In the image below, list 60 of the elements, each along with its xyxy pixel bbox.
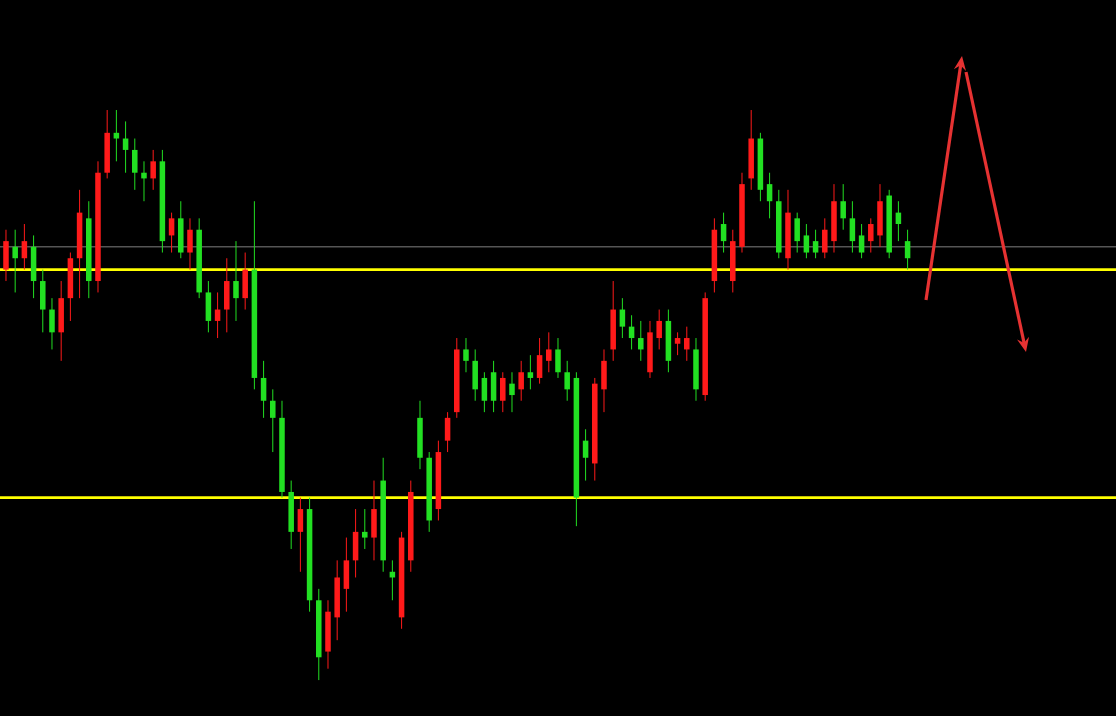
- candlestick: [3, 229, 9, 282]
- candlestick: [168, 212, 175, 254]
- candlestick: [224, 257, 230, 333]
- candlestick: [500, 371, 506, 413]
- candlestick: [343, 537, 350, 613]
- candlestick: [260, 360, 267, 419]
- candlestick: [371, 480, 377, 561]
- candlestick: [288, 480, 294, 550]
- candlestick: [463, 337, 469, 373]
- candlestick: [49, 297, 55, 350]
- candlestick: [270, 388, 276, 453]
- candlestick: [794, 212, 800, 254]
- candlestick: [178, 200, 184, 259]
- candlestick: [536, 337, 543, 385]
- candlestick: [58, 280, 64, 362]
- candlestick: [766, 172, 773, 219]
- candlestick: [785, 189, 791, 271]
- candlestick: [67, 252, 74, 322]
- candlestick: [582, 428, 589, 482]
- candlestick: [297, 497, 304, 573]
- candlestick: [638, 320, 644, 362]
- candlestick: [242, 252, 248, 311]
- candlestick: [904, 229, 911, 271]
- candlestick: [748, 109, 754, 191]
- candlestick: [546, 331, 552, 373]
- candlestick: [665, 309, 672, 373]
- candlestick: [233, 240, 239, 322]
- candlestick: [104, 109, 110, 179]
- candlestick: [564, 360, 570, 402]
- candlestick: [849, 200, 856, 254]
- candlestick: [40, 269, 46, 333]
- candlestick: [840, 183, 846, 231]
- candlestick: [362, 508, 368, 550]
- candlestick: [693, 337, 699, 402]
- candlestick: [150, 149, 156, 191]
- candlestick: [132, 138, 138, 191]
- candlestick: [12, 229, 18, 293]
- candlestick: [205, 280, 212, 333]
- candlestick: [472, 348, 478, 402]
- candlestick: [187, 217, 193, 271]
- candlestick: [113, 109, 120, 162]
- candlestick: [858, 223, 865, 259]
- candlestick: [509, 371, 515, 413]
- candlestick: [555, 337, 561, 379]
- candlestick: [812, 229, 819, 259]
- candlestick: [619, 297, 626, 339]
- candlestick: [417, 400, 423, 470]
- candlestick: [21, 223, 28, 271]
- candlestick: [803, 223, 810, 259]
- candlestick: [444, 411, 451, 453]
- candlestick: [684, 326, 690, 362]
- candlestick: [674, 331, 681, 356]
- candlestick: [141, 160, 147, 202]
- candlestick: [481, 371, 488, 413]
- candlestick: [527, 354, 534, 390]
- candlestick: [30, 234, 37, 299]
- candlestick: [490, 360, 497, 413]
- candlestick: [518, 360, 524, 402]
- candlestick: [610, 280, 616, 362]
- candlestick: [720, 212, 727, 254]
